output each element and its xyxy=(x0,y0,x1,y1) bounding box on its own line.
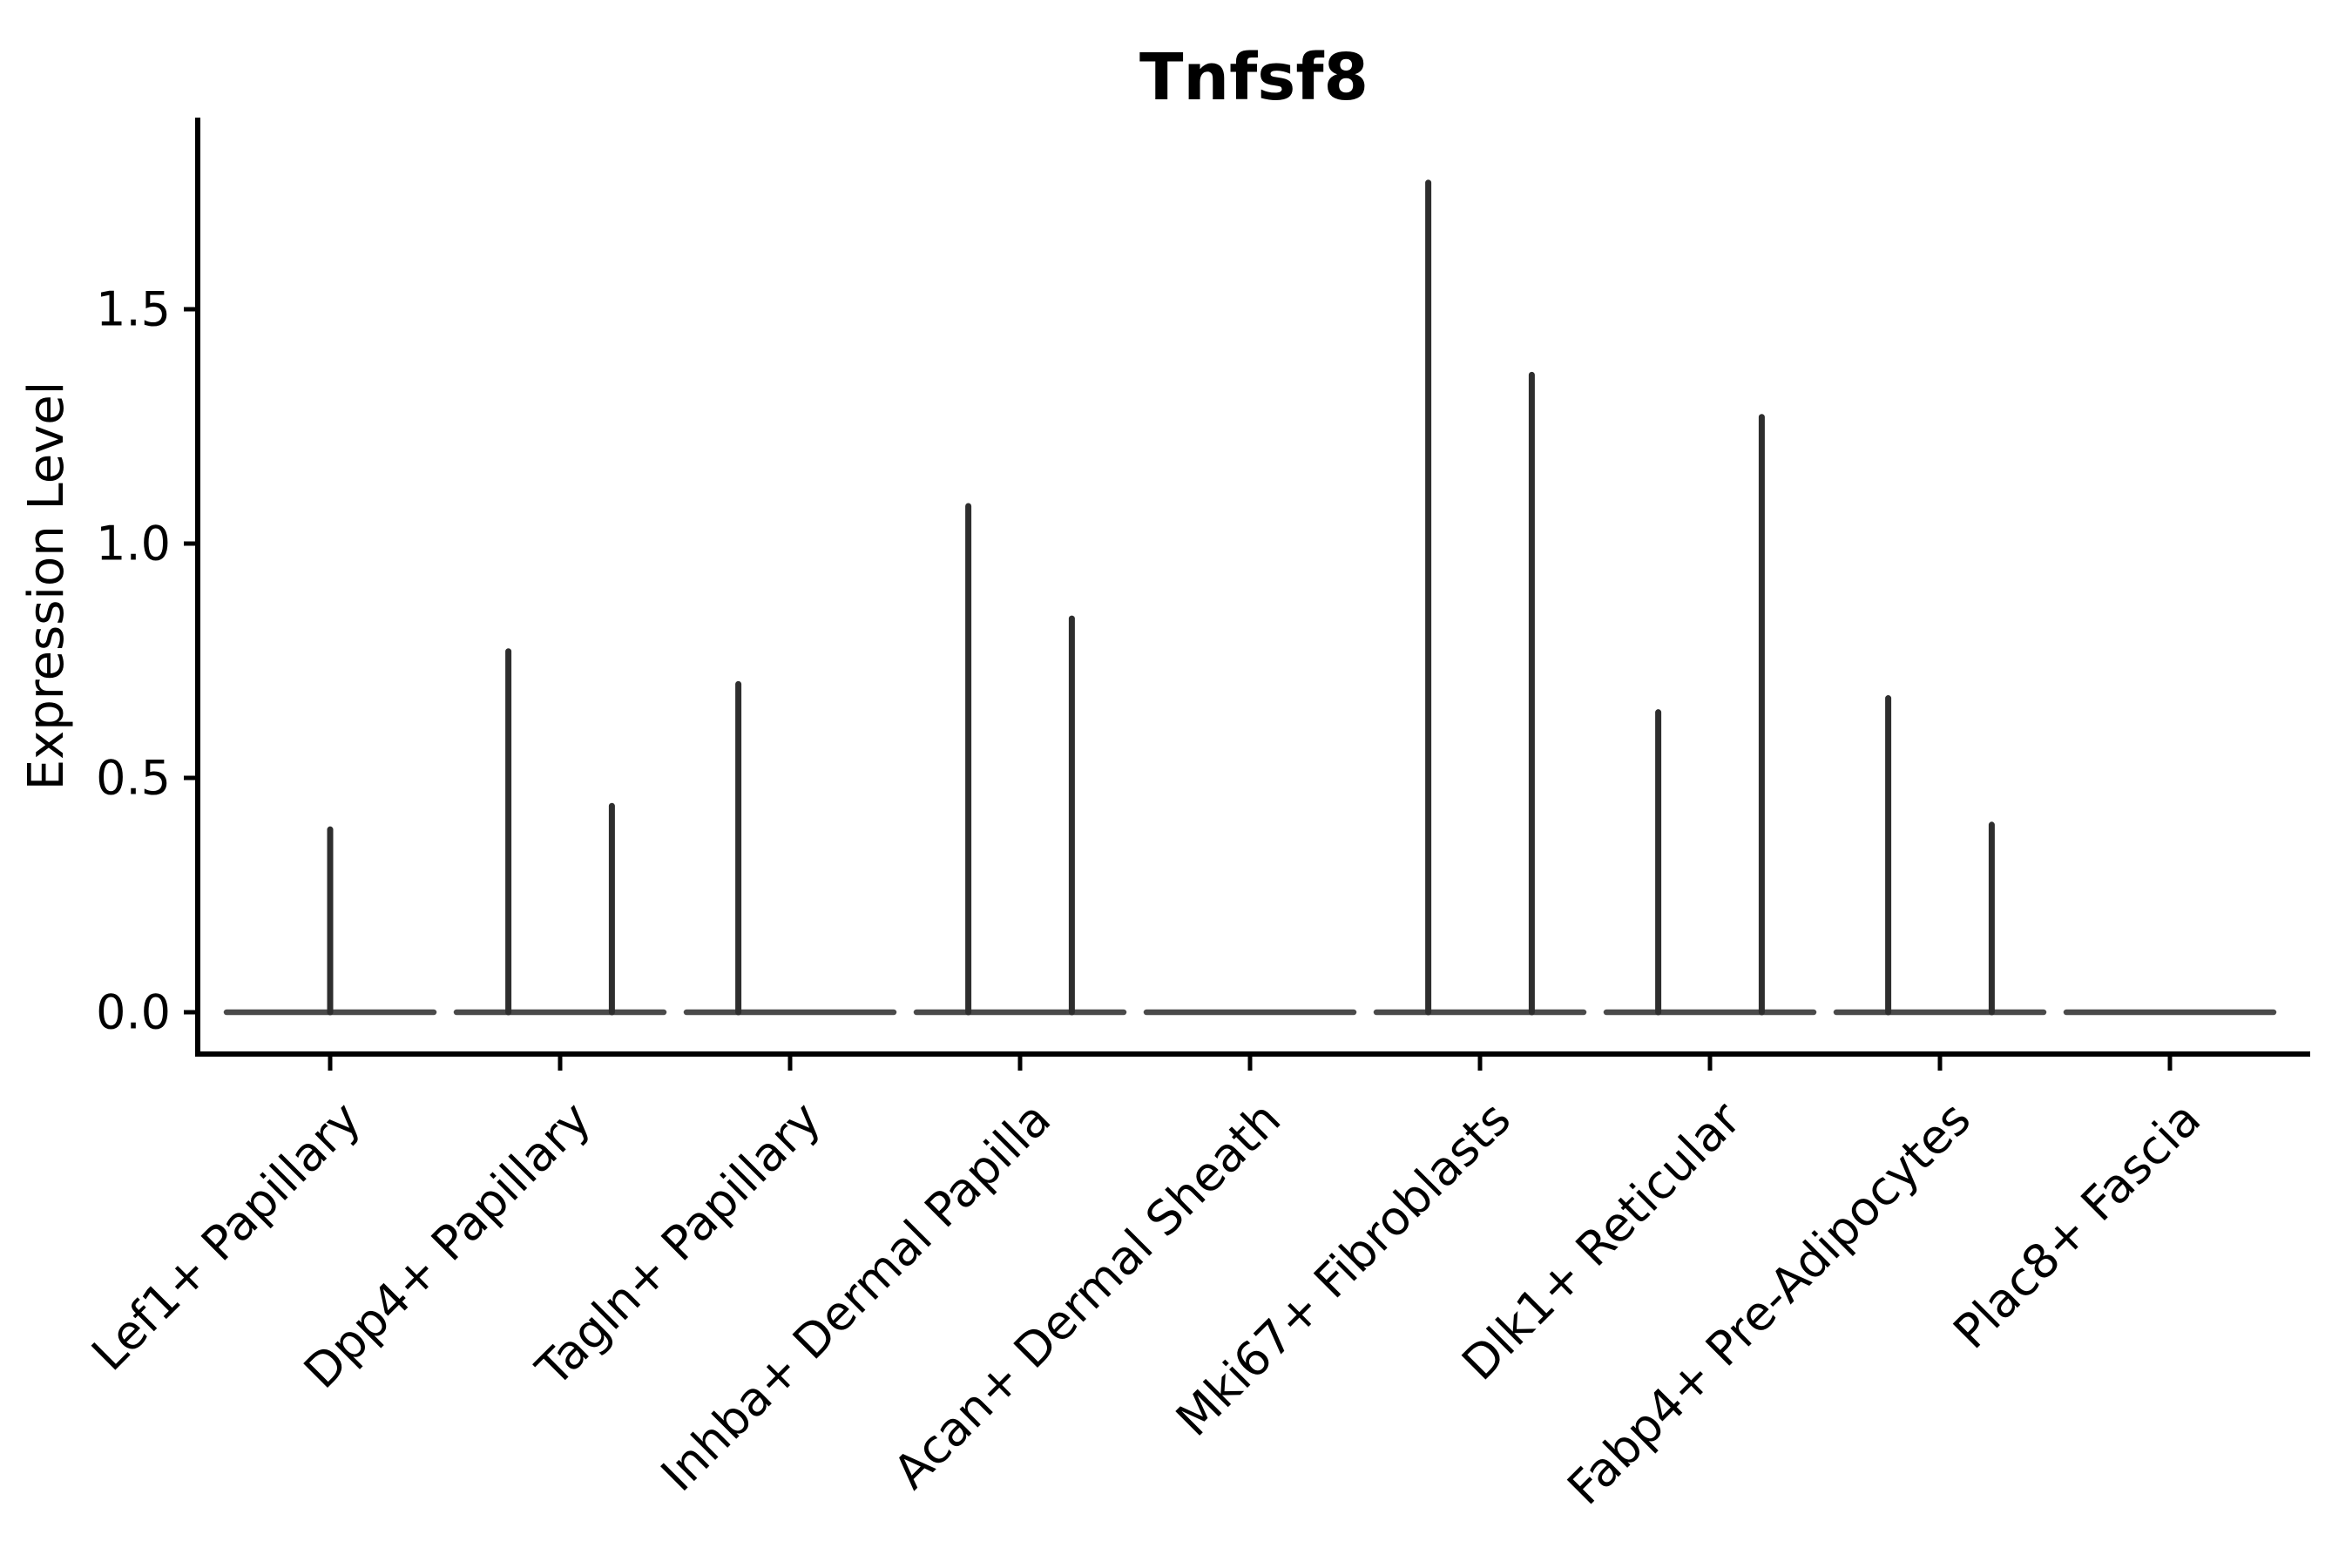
y-tick-label: 1.0 xyxy=(96,517,171,571)
y-tick-label: 1.5 xyxy=(96,282,171,337)
y-tick-label: 0.5 xyxy=(96,751,171,806)
x-category-label: Fabp4+ Pre-Adipocytes xyxy=(1557,1092,1981,1516)
x-category-label: Plac8+ Fascia xyxy=(1943,1092,2211,1360)
x-category-label: Inhba+ Dermal Papilla xyxy=(651,1092,1061,1502)
y-tick-label: 0.0 xyxy=(96,985,171,1040)
x-category-label: Acan+ Dermal Sheath xyxy=(883,1092,1291,1499)
chart-title: Tnfsf8 xyxy=(1139,40,1369,115)
y-axis-label: Expression Level xyxy=(18,382,75,791)
